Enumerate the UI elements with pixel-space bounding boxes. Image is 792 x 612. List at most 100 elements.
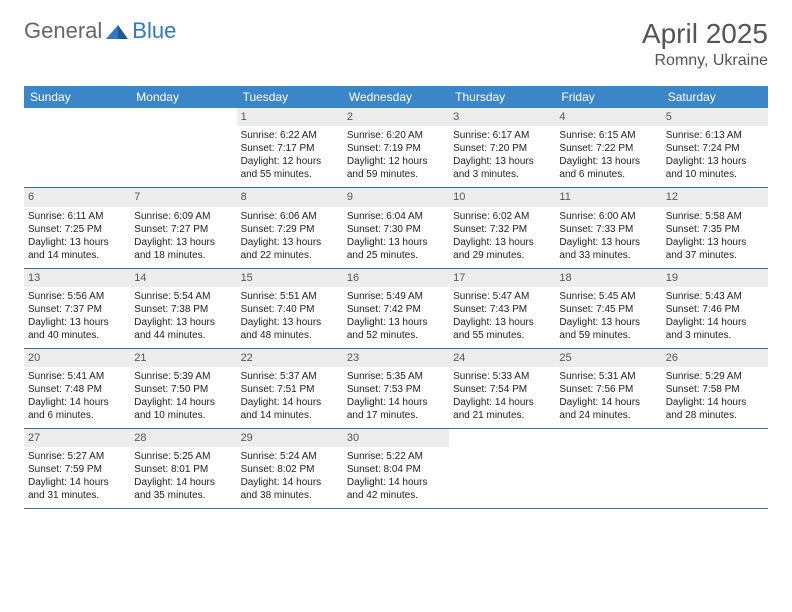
day-number: 20	[24, 349, 130, 367]
week-row: 27Sunrise: 5:27 AMSunset: 7:59 PMDayligh…	[24, 429, 768, 509]
sunrise-text: Sunrise: 5:35 AM	[347, 370, 445, 383]
day-number: 2	[343, 108, 449, 126]
day-cell: 26Sunrise: 5:29 AMSunset: 7:58 PMDayligh…	[662, 349, 768, 428]
sunrise-text: Sunrise: 5:54 AM	[134, 290, 232, 303]
sunrise-text: Sunrise: 6:13 AM	[666, 129, 764, 142]
day-number: 17	[449, 269, 555, 287]
weekday-header-row: Sunday Monday Tuesday Wednesday Thursday…	[24, 86, 768, 108]
daylight-text: Daylight: 13 hours and 33 minutes.	[559, 236, 657, 262]
day-cell: 13Sunrise: 5:56 AMSunset: 7:37 PMDayligh…	[24, 269, 130, 348]
day-number	[662, 429, 768, 447]
daylight-text: Daylight: 13 hours and 55 minutes.	[453, 316, 551, 342]
sunrise-text: Sunrise: 5:45 AM	[559, 290, 657, 303]
day-cell: 1Sunrise: 6:22 AMSunset: 7:17 PMDaylight…	[237, 108, 343, 187]
weekday-header: Sunday	[24, 86, 130, 108]
sunset-text: Sunset: 7:40 PM	[241, 303, 339, 316]
day-number	[24, 108, 130, 126]
day-number: 23	[343, 349, 449, 367]
day-cell: 11Sunrise: 6:00 AMSunset: 7:33 PMDayligh…	[555, 188, 661, 267]
daylight-text: Daylight: 14 hours and 10 minutes.	[134, 396, 232, 422]
sunrise-text: Sunrise: 5:27 AM	[28, 450, 126, 463]
day-cell: 2Sunrise: 6:20 AMSunset: 7:19 PMDaylight…	[343, 108, 449, 187]
daylight-text: Daylight: 14 hours and 6 minutes.	[28, 396, 126, 422]
daylight-text: Daylight: 13 hours and 44 minutes.	[134, 316, 232, 342]
logo-triangle-icon	[106, 23, 128, 39]
sunset-text: Sunset: 7:38 PM	[134, 303, 232, 316]
day-number: 3	[449, 108, 555, 126]
daylight-text: Daylight: 13 hours and 6 minutes.	[559, 155, 657, 181]
day-number: 26	[662, 349, 768, 367]
day-cell: 10Sunrise: 6:02 AMSunset: 7:32 PMDayligh…	[449, 188, 555, 267]
day-cell: 23 Sunrise: 5:35 AMSunset: 7:53 PMDayligh…	[343, 349, 449, 428]
sunrise-text: Sunrise: 5:49 AM	[347, 290, 445, 303]
daylight-text: Daylight: 14 hours and 24 minutes.	[559, 396, 657, 422]
day-number: 21	[130, 349, 236, 367]
daylight-text: Daylight: 13 hours and 14 minutes.	[28, 236, 126, 262]
sunset-text: Sunset: 7:48 PM	[28, 383, 126, 396]
day-number: 18	[555, 269, 661, 287]
weeks-container: 1Sunrise: 6:22 AMSunset: 7:17 PMDaylight…	[24, 108, 768, 509]
daylight-text: Daylight: 13 hours and 18 minutes.	[134, 236, 232, 262]
day-cell: 16Sunrise: 5:49 AMSunset: 7:42 PMDayligh…	[343, 269, 449, 348]
sunrise-text: Sunrise: 5:29 AM	[666, 370, 764, 383]
daylight-text: Daylight: 14 hours and 28 minutes.	[666, 396, 764, 422]
day-cell: 29Sunrise: 5:24 AMSunset: 8:02 PMDayligh…	[237, 429, 343, 508]
sunrise-text: Sunrise: 6:17 AM	[453, 129, 551, 142]
daylight-text: Daylight: 13 hours and 10 minutes.	[666, 155, 764, 181]
sunset-text: Sunset: 7:24 PM	[666, 142, 764, 155]
logo-text-blue: Blue	[132, 18, 176, 44]
day-cell: 17 Sunrise: 5:47 AMSunset: 7:43 PMDayligh…	[449, 269, 555, 348]
day-cell: 24Sunrise: 5:33 AMSunset: 7:54 PMDayligh…	[449, 349, 555, 428]
daylight-text: Daylight: 13 hours and 22 minutes.	[241, 236, 339, 262]
day-number: 25	[555, 349, 661, 367]
day-cell: 18Sunrise: 5:45 AMSunset: 7:45 PMDayligh…	[555, 269, 661, 348]
day-cell: 25Sunrise: 5:31 AMSunset: 7:56 PMDayligh…	[555, 349, 661, 428]
sunset-text: Sunset: 7:53 PM	[347, 383, 445, 396]
sunset-text: Sunset: 7:56 PM	[559, 383, 657, 396]
sunrise-text: Sunrise: 5:25 AM	[134, 450, 232, 463]
day-cell: 6Sunrise: 6:11 AMSunset: 7:25 PMDaylight…	[24, 188, 130, 267]
day-number: 8	[237, 188, 343, 206]
sunrise-text: Sunrise: 6:11 AM	[28, 210, 126, 223]
daylight-text: Daylight: 12 hours and 59 minutes.	[347, 155, 445, 181]
day-cell: 14Sunrise: 5:54 AMSunset: 7:38 PMDayligh…	[130, 269, 236, 348]
daylight-text: Daylight: 14 hours and 3 minutes.	[666, 316, 764, 342]
sunset-text: Sunset: 7:43 PM	[453, 303, 551, 316]
sunset-text: Sunset: 7:27 PM	[134, 223, 232, 236]
sunrise-text: Sunrise: 5:22 AM	[347, 450, 445, 463]
daylight-text: Daylight: 14 hours and 38 minutes.	[241, 476, 339, 502]
daylight-text: Daylight: 13 hours and 37 minutes.	[666, 236, 764, 262]
sunset-text: Sunset: 7:35 PM	[666, 223, 764, 236]
sunset-text: Sunset: 7:54 PM	[453, 383, 551, 396]
day-number: 6	[24, 188, 130, 206]
weekday-header: Tuesday	[237, 86, 343, 108]
sunset-text: Sunset: 7:22 PM	[559, 142, 657, 155]
week-row: 1Sunrise: 6:22 AMSunset: 7:17 PMDaylight…	[24, 108, 768, 188]
day-cell: 15Sunrise: 5:51 AMSunset: 7:40 PMDayligh…	[237, 269, 343, 348]
daylight-text: Daylight: 14 hours and 17 minutes.	[347, 396, 445, 422]
daylight-text: Daylight: 13 hours and 59 minutes.	[559, 316, 657, 342]
sunrise-text: Sunrise: 5:24 AM	[241, 450, 339, 463]
weekday-header: Saturday	[662, 86, 768, 108]
sunset-text: Sunset: 7:50 PM	[134, 383, 232, 396]
day-number: 27	[24, 429, 130, 447]
day-cell	[555, 429, 661, 508]
day-number: 4	[555, 108, 661, 126]
day-cell: 5Sunrise: 6:13 AMSunset: 7:24 PMDaylight…	[662, 108, 768, 187]
weekday-header: Friday	[555, 86, 661, 108]
sunrise-text: Sunrise: 5:41 AM	[28, 370, 126, 383]
daylight-text: Daylight: 13 hours and 52 minutes.	[347, 316, 445, 342]
day-cell: 8Sunrise: 6:06 AMSunset: 7:29 PMDaylight…	[237, 188, 343, 267]
sunset-text: Sunset: 7:37 PM	[28, 303, 126, 316]
daylight-text: Daylight: 14 hours and 42 minutes.	[347, 476, 445, 502]
title-block: April 2025 Romny, Ukraine	[642, 18, 768, 70]
sunrise-text: Sunrise: 5:43 AM	[666, 290, 764, 303]
day-cell: 22Sunrise: 5:37 AMSunset: 7:51 PMDayligh…	[237, 349, 343, 428]
sunrise-text: Sunrise: 5:47 AM	[453, 290, 551, 303]
day-number: 9	[343, 188, 449, 206]
day-cell: 9Sunrise: 6:04 AMSunset: 7:30 PMDaylight…	[343, 188, 449, 267]
sunset-text: Sunset: 7:30 PM	[347, 223, 445, 236]
week-row: 6Sunrise: 6:11 AMSunset: 7:25 PMDaylight…	[24, 188, 768, 268]
day-number: 24	[449, 349, 555, 367]
logo-text-general: General	[24, 18, 102, 44]
